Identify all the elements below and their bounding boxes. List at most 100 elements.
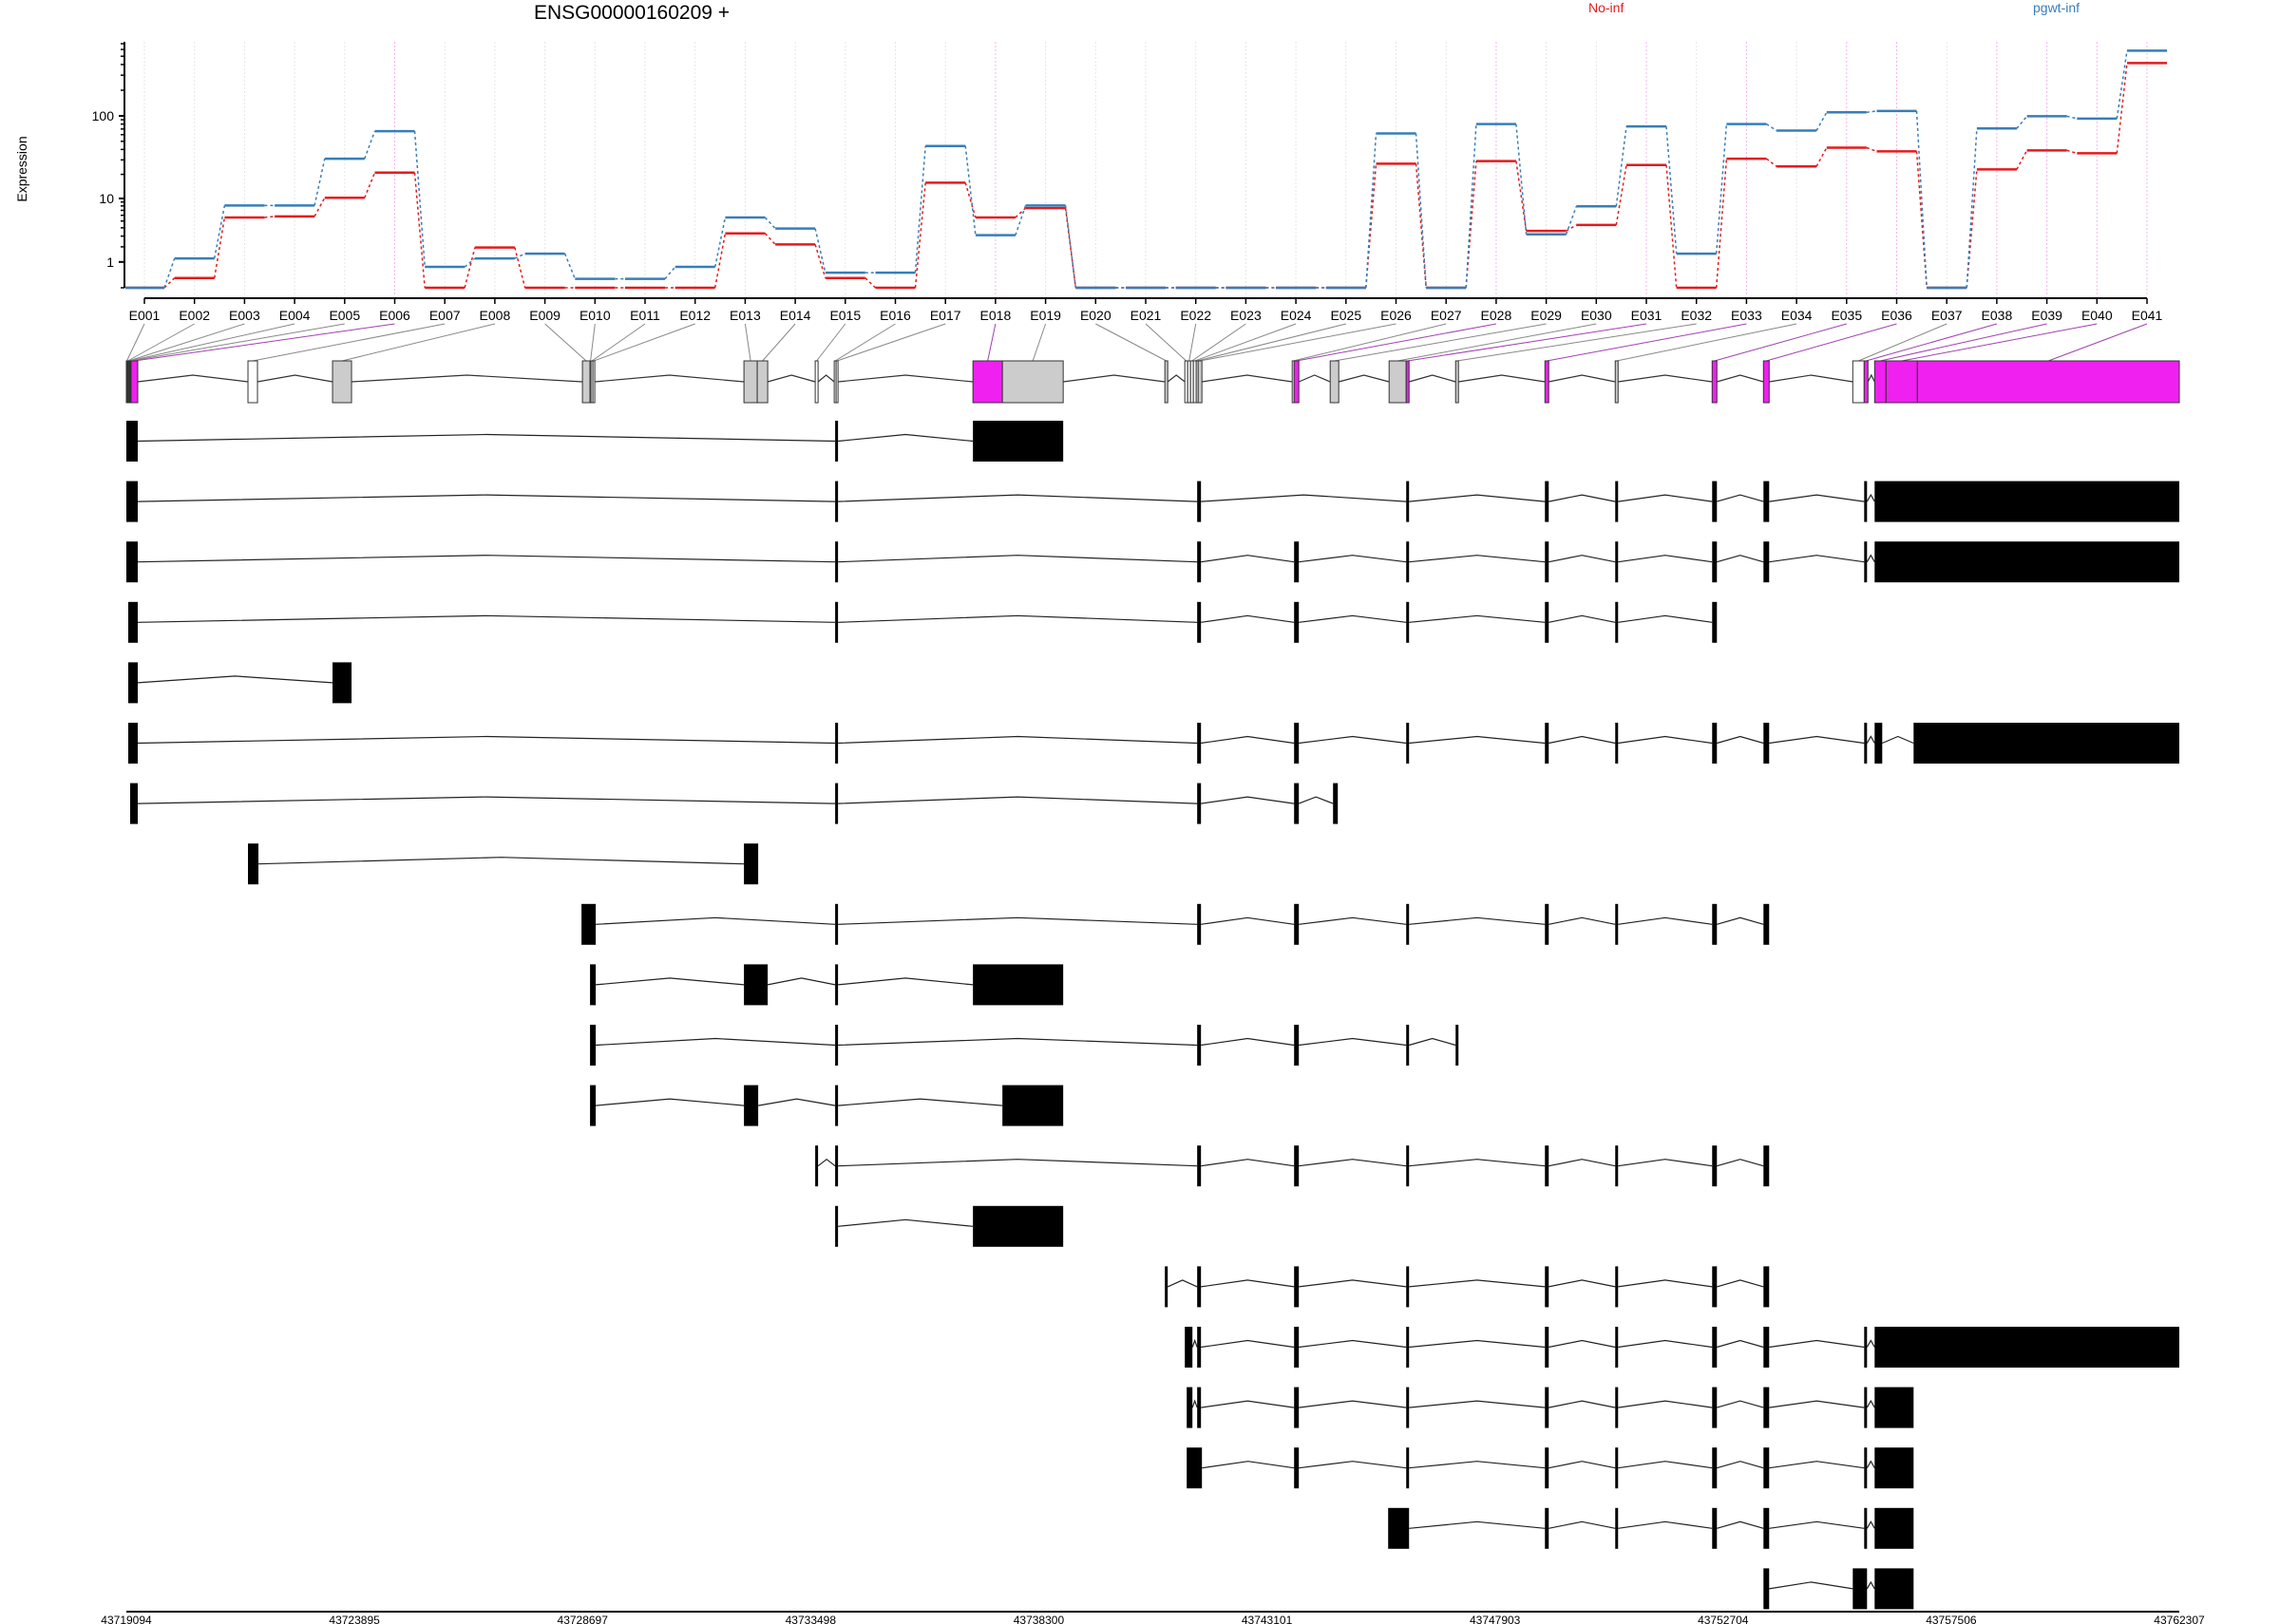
- gene-model-intron: [838, 374, 974, 383]
- exon-connector-line: [1866, 323, 1998, 362]
- transcript-intron: [1299, 1339, 1407, 1349]
- series-connector: [163, 277, 176, 289]
- series-connector: [2016, 115, 2028, 129]
- gene-model-intron: [256, 374, 333, 383]
- gene-model-exon-e038: [1863, 360, 1869, 404]
- series-connector: [1465, 161, 1477, 289]
- transcript-exon: [835, 421, 839, 462]
- transcript-exon: [1197, 1387, 1202, 1428]
- gene-model-exon-e032: [1454, 360, 1459, 404]
- gene-model-intron: [1202, 374, 1293, 383]
- gene-model-intron: [767, 374, 816, 383]
- transcript-exon: [1197, 1266, 1202, 1308]
- transcript-intron: [258, 857, 745, 865]
- transcript-intron: [1548, 614, 1616, 623]
- transcript-intron: [1769, 1520, 1865, 1529]
- gene-model-intron: [817, 374, 835, 383]
- transcript-intron: [1299, 1279, 1407, 1288]
- transcript-exon: [1874, 541, 2179, 583]
- exon-label-e010: E010: [580, 308, 611, 323]
- series-connector: [314, 158, 326, 206]
- exon-label-e003: E003: [229, 308, 260, 323]
- series-connector: [1465, 123, 1477, 289]
- transcript-intron: [838, 1037, 1198, 1047]
- transcript-intron: [1769, 1400, 1865, 1408]
- transcript-exon: [1545, 1387, 1549, 1428]
- transcript-intron: [838, 614, 1198, 623]
- transcript-exon: [1294, 601, 1300, 643]
- transcript-intron: [1769, 1339, 1865, 1349]
- genomic-tick-label: 43738300: [1014, 1614, 1065, 1624]
- series-connector: [1365, 133, 1378, 289]
- transcript-intron: [1717, 494, 1764, 502]
- series-connector: [213, 205, 226, 259]
- transcript-exon: [590, 1085, 597, 1126]
- series-connector: [464, 257, 476, 268]
- series-connector: [713, 233, 727, 289]
- gene-model-exon-e020: [1164, 360, 1168, 404]
- transcript-intron: [1409, 1279, 1546, 1288]
- exon-label-e032: E032: [1681, 308, 1712, 323]
- transcript-intron: [596, 916, 836, 925]
- series-connector: [814, 244, 826, 278]
- transcript-intron: [1717, 1339, 1764, 1349]
- transcript-intron: [1201, 735, 1295, 745]
- transcript-exon: [1406, 601, 1410, 643]
- exon-connector-line: [1901, 323, 2098, 362]
- transcript-exon: [744, 843, 759, 885]
- transcript-exon: [1197, 541, 1202, 583]
- transcript-exon: [1406, 1145, 1410, 1187]
- transcript-exon: [128, 723, 139, 764]
- gene-model-exon-e014: [756, 360, 769, 404]
- transcript-exon: [1615, 541, 1619, 583]
- transcript-exon: [1294, 1327, 1300, 1368]
- transcript-intron: [1548, 555, 1616, 563]
- exon-connector-line: [590, 323, 596, 362]
- transcript-intron: [596, 1037, 836, 1047]
- transcript-intron: [1299, 1037, 1407, 1047]
- series-connector: [1715, 123, 1728, 255]
- series-connector: [814, 228, 826, 274]
- transcript-exon: [835, 1145, 839, 1187]
- transcript-exon: [835, 1085, 839, 1126]
- series-connector: [2066, 149, 2078, 155]
- transcript-exon: [1864, 1327, 1868, 1368]
- exon-connector-line: [127, 323, 195, 362]
- series-connector: [1715, 159, 1728, 289]
- transcript-exon: [835, 1025, 839, 1066]
- transcript-intron: [1618, 1339, 1713, 1349]
- exon-label-e041: E041: [2132, 308, 2163, 323]
- transcript-exon: [973, 964, 1064, 1006]
- gene-model-exon-e007: [247, 360, 258, 404]
- y-tick-label: 10: [99, 191, 114, 206]
- gene-model-intron: [1063, 374, 1166, 383]
- series-connector: [213, 217, 226, 278]
- exon-connector-line: [1194, 323, 1297, 362]
- gene-model-exon-e030: [1388, 360, 1407, 404]
- transcript-exon: [1615, 1507, 1619, 1549]
- exon-connector-line: [1880, 323, 2047, 362]
- transcript-exon: [1406, 541, 1410, 583]
- gene-model-exon-e029: [1329, 360, 1340, 404]
- legend-pgwt-inf: pgwt-inf: [2033, 0, 2080, 15]
- gene-model-intron: [1717, 374, 1764, 383]
- transcript-intron: [1548, 1339, 1616, 1349]
- exon-label-e017: E017: [930, 308, 961, 323]
- transcript-exon: [1294, 1387, 1300, 1428]
- transcript-intron: [1201, 1037, 1295, 1047]
- series-connector: [1365, 163, 1378, 289]
- transcript-exon: [1545, 1447, 1549, 1489]
- transcript-intron: [1717, 555, 1764, 563]
- series-connector: [664, 266, 676, 280]
- transcript-intron: [1769, 1461, 1865, 1469]
- genomic-tick-label: 43723895: [329, 1614, 380, 1624]
- transcript-intron: [1409, 555, 1546, 563]
- series-connector: [1615, 164, 1627, 225]
- transcript-intron: [1866, 1339, 1875, 1348]
- transcript-exon: [1545, 1266, 1549, 1308]
- gene-model-exon-e040: [1885, 360, 1918, 404]
- exon-label-e038: E038: [1982, 308, 2013, 323]
- transcript-exon: [1615, 723, 1619, 764]
- transcript-exon: [1197, 723, 1202, 764]
